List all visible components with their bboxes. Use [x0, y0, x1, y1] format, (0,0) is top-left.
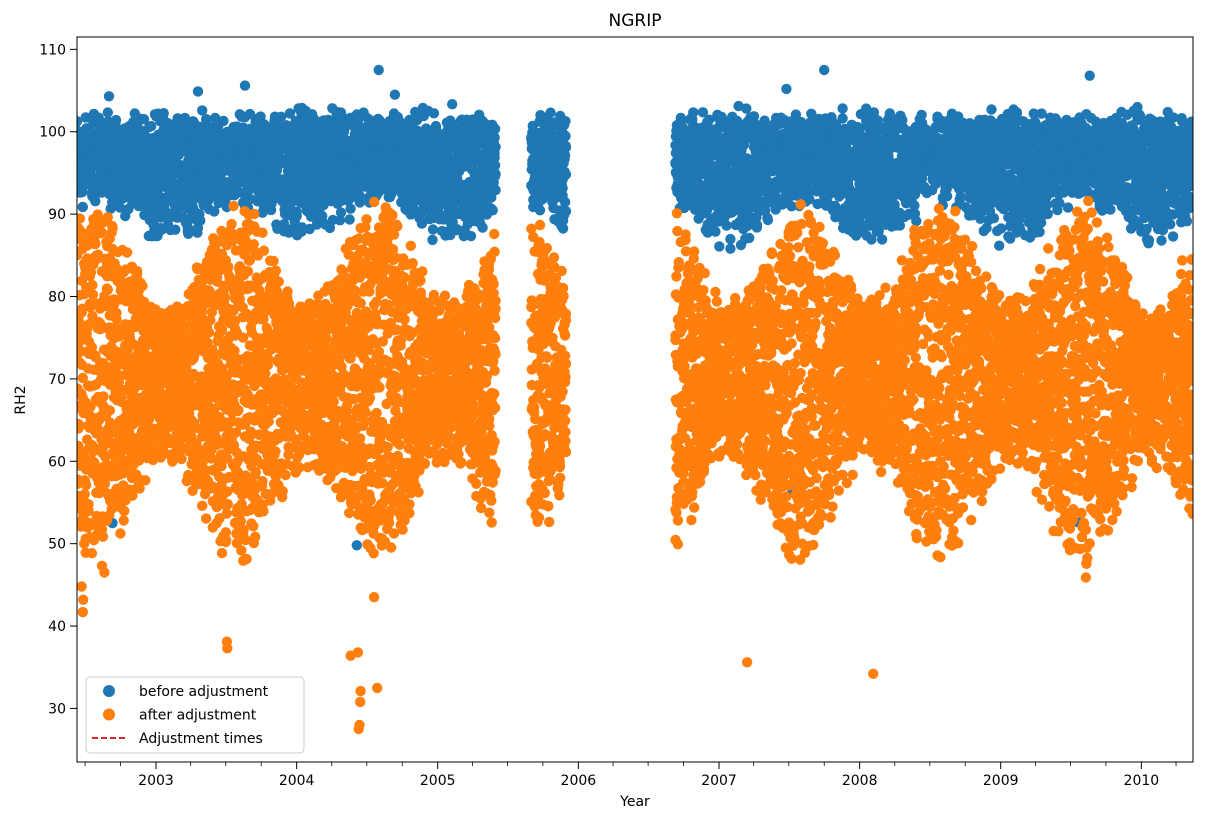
data-point [560, 131, 571, 142]
data-point [354, 197, 365, 208]
data-point [77, 201, 89, 213]
data-point [995, 223, 1007, 234]
data-point [560, 206, 572, 217]
data-point [911, 215, 922, 227]
data-point [721, 220, 732, 231]
data-point [557, 183, 568, 194]
data-point [195, 215, 206, 226]
data-point [158, 108, 169, 119]
data-point [876, 234, 888, 245]
data-point [751, 222, 763, 233]
data-point [986, 104, 997, 115]
data-point [837, 103, 848, 114]
data-point [335, 207, 347, 218]
data-point [490, 184, 501, 196]
data-point [744, 232, 755, 244]
data-point [988, 213, 1000, 224]
data-point [197, 105, 208, 116]
data-point [941, 191, 953, 202]
data-point [110, 114, 122, 126]
data-point [344, 214, 355, 225]
data-point [837, 113, 848, 124]
data-point [80, 112, 91, 123]
data-point [741, 103, 752, 114]
data-point [714, 241, 725, 252]
data-point [138, 114, 150, 125]
data-point [560, 169, 572, 180]
series-0-points [77, 64, 1193, 551]
data-point [762, 214, 774, 226]
data-point [477, 222, 488, 233]
plot-points [77, 64, 1193, 735]
data-point [487, 205, 498, 216]
data-point [465, 230, 477, 242]
data-point [490, 141, 501, 153]
data-point [545, 107, 556, 118]
data-point [102, 107, 114, 118]
data-point [427, 224, 439, 235]
data-point [560, 142, 572, 153]
data-point [688, 107, 699, 118]
data-point [146, 120, 157, 132]
data-point [557, 223, 569, 234]
data-point [291, 211, 302, 222]
data-point [218, 115, 229, 127]
data-point [170, 224, 181, 235]
data-point [428, 108, 440, 119]
data-point [489, 123, 501, 135]
data-point [427, 234, 438, 246]
data-point [490, 168, 501, 180]
data-point [114, 202, 126, 213]
data-point [725, 243, 736, 254]
data-point [447, 99, 458, 110]
data-point [534, 205, 546, 216]
data-point [560, 116, 571, 127]
data-point [345, 203, 356, 214]
data-point [559, 196, 571, 208]
chart-title: NGRIP [609, 11, 662, 31]
data-point [710, 226, 721, 237]
data-point [725, 233, 736, 245]
data-point [994, 240, 1005, 251]
